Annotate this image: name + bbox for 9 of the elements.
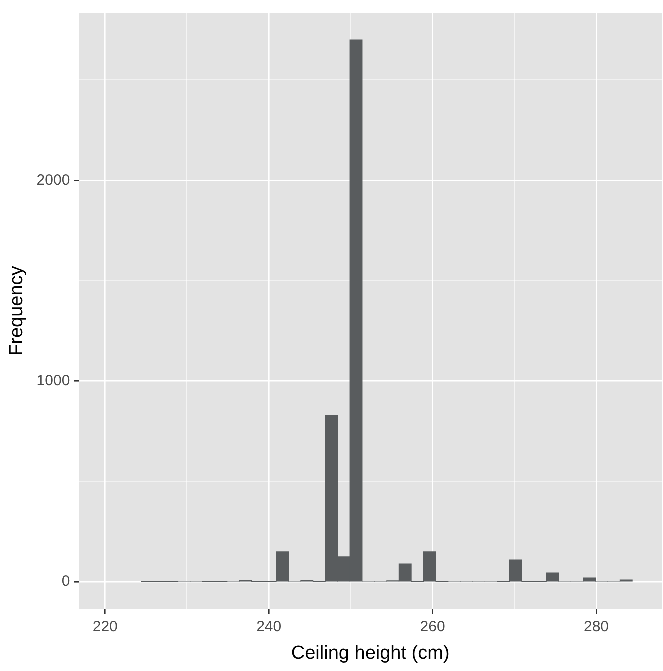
x-tick-label: 280 (584, 618, 610, 636)
y-tick-label: 0 (62, 573, 70, 590)
y-tick-label: 2000 (36, 172, 70, 189)
x-tick-label: 240 (256, 618, 282, 636)
x-axis-title: Ceiling height (cm) (291, 642, 450, 664)
y-axis-title: Frequency (6, 266, 28, 356)
x-tick-label: 260 (420, 618, 446, 636)
y-tick-label: 1000 (36, 372, 70, 390)
x-tick-label: 220 (92, 618, 118, 636)
